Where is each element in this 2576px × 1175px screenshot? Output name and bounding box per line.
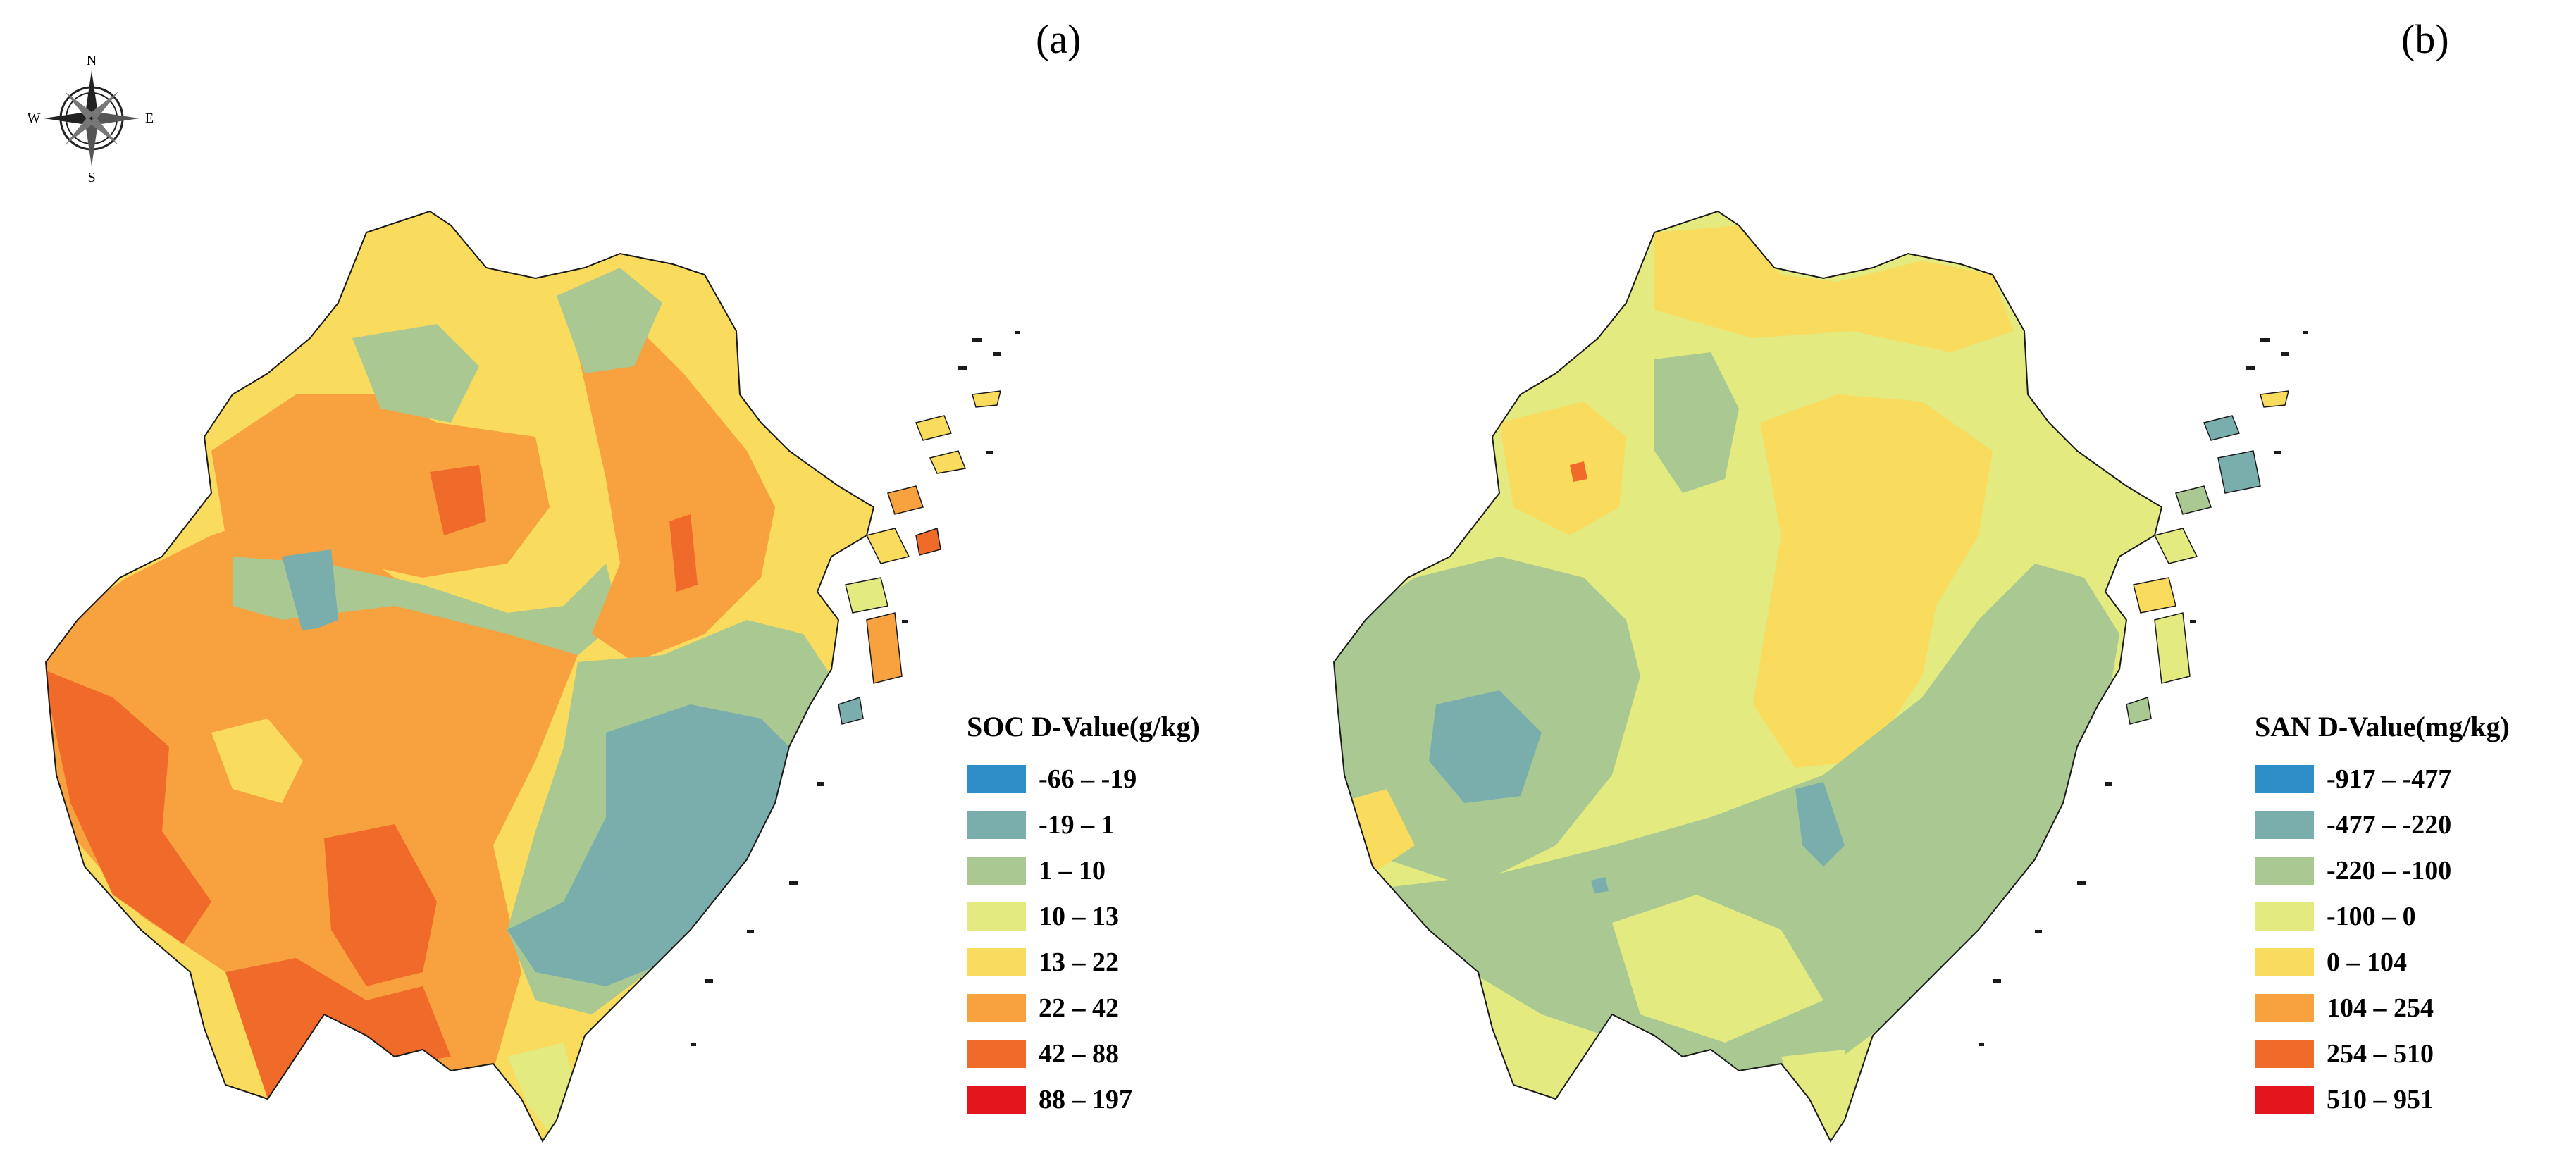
legend-swatch: [967, 764, 1026, 793]
compass-rose-icon: N S E W: [28, 53, 154, 183]
legend-label: 1 – 10: [1039, 855, 1106, 885]
legend-item: 0 – 104: [2255, 939, 2510, 985]
legend-swatch: [2255, 764, 2314, 793]
legend-swatch: [967, 810, 1026, 839]
legend-item: -66 – -19: [967, 756, 1200, 802]
legend: SOC D-Value(g/kg) -66 – -19 -19 – 1 1 – …: [967, 710, 1200, 1122]
legend-swatch: [967, 1085, 1026, 1114]
panel-san: (b): [1288, 0, 2576, 1175]
legend-item: 10 – 13: [967, 893, 1200, 939]
legend-swatch: [2255, 947, 2314, 976]
legend-item: 22 – 42: [967, 985, 1200, 1031]
legend-title: SAN D-Value(mg/kg): [2255, 711, 2510, 742]
legend-item: 510 – 951: [2255, 1076, 2510, 1122]
panel-soc: (a) N S E W: [28, 16, 1200, 1143]
legend-label: 104 – 254: [2327, 993, 2434, 1023]
legend-item: 254 – 510: [2255, 1031, 2510, 1076]
legend-swatch: [2255, 1085, 2314, 1114]
legend-label: -19 – 1: [1039, 809, 1115, 840]
legend-swatch: [2255, 902, 2314, 931]
legend-label: 13 – 22: [1039, 947, 1119, 977]
panel-label: (a): [1036, 16, 1082, 62]
legend-item: 104 – 254: [2255, 985, 2510, 1031]
legend: SAN D-Value(mg/kg) -917 – -477 -477 – -2…: [2255, 710, 2510, 1122]
legend-label: -66 – -19: [1039, 764, 1137, 794]
legend-swatch: [967, 856, 1026, 885]
compass-north: N: [87, 53, 97, 68]
legend-swatch: [967, 947, 1026, 976]
legend-label: 42 – 88: [1039, 1038, 1119, 1069]
legend-item: 1 – 10: [967, 847, 1200, 893]
compass-east: E: [145, 111, 154, 126]
legend-label: -100 – 0: [2327, 901, 2416, 931]
legend-item: 42 – 88: [967, 1031, 1200, 1076]
legend-item: -100 – 0: [2255, 893, 2510, 939]
legend-label: -477 – -220: [2327, 809, 2452, 840]
compass-south: S: [87, 170, 95, 183]
legend-item: -917 – -477: [2255, 756, 2510, 802]
legend-swatch: [967, 902, 1026, 931]
legend-label: 254 – 510: [2327, 1038, 2434, 1069]
legend-label: -917 – -477: [2327, 764, 2452, 794]
legend-item: 13 – 22: [967, 939, 1200, 985]
soc-map: [44, 210, 1020, 1143]
legend-label: -220 – -100: [2327, 855, 2452, 885]
san-map: [1332, 210, 2308, 1143]
legend-label: 510 – 951: [2327, 1084, 2434, 1114]
legend-item: -220 – -100: [2255, 847, 2510, 893]
legend-label: 22 – 42: [1039, 993, 1119, 1023]
legend-item: -477 – -220: [2255, 802, 2510, 847]
compass-west: W: [28, 111, 41, 126]
legend-item: 88 – 197: [967, 1076, 1200, 1122]
legend-swatch: [2255, 810, 2314, 839]
legend-label: 10 – 13: [1039, 901, 1119, 931]
legend-swatch: [2255, 1039, 2314, 1068]
legend-swatch: [967, 1039, 1026, 1068]
legend-title: SOC D-Value(g/kg): [967, 711, 1200, 742]
panel-label: (b): [2401, 16, 2449, 62]
legend-swatch: [967, 993, 1026, 1022]
legend-swatch: [2255, 993, 2314, 1022]
legend-item: -19 – 1: [967, 802, 1200, 847]
legend-label: 0 – 104: [2327, 947, 2407, 977]
legend-label: 88 – 197: [1039, 1084, 1132, 1114]
legend-swatch: [2255, 856, 2314, 885]
